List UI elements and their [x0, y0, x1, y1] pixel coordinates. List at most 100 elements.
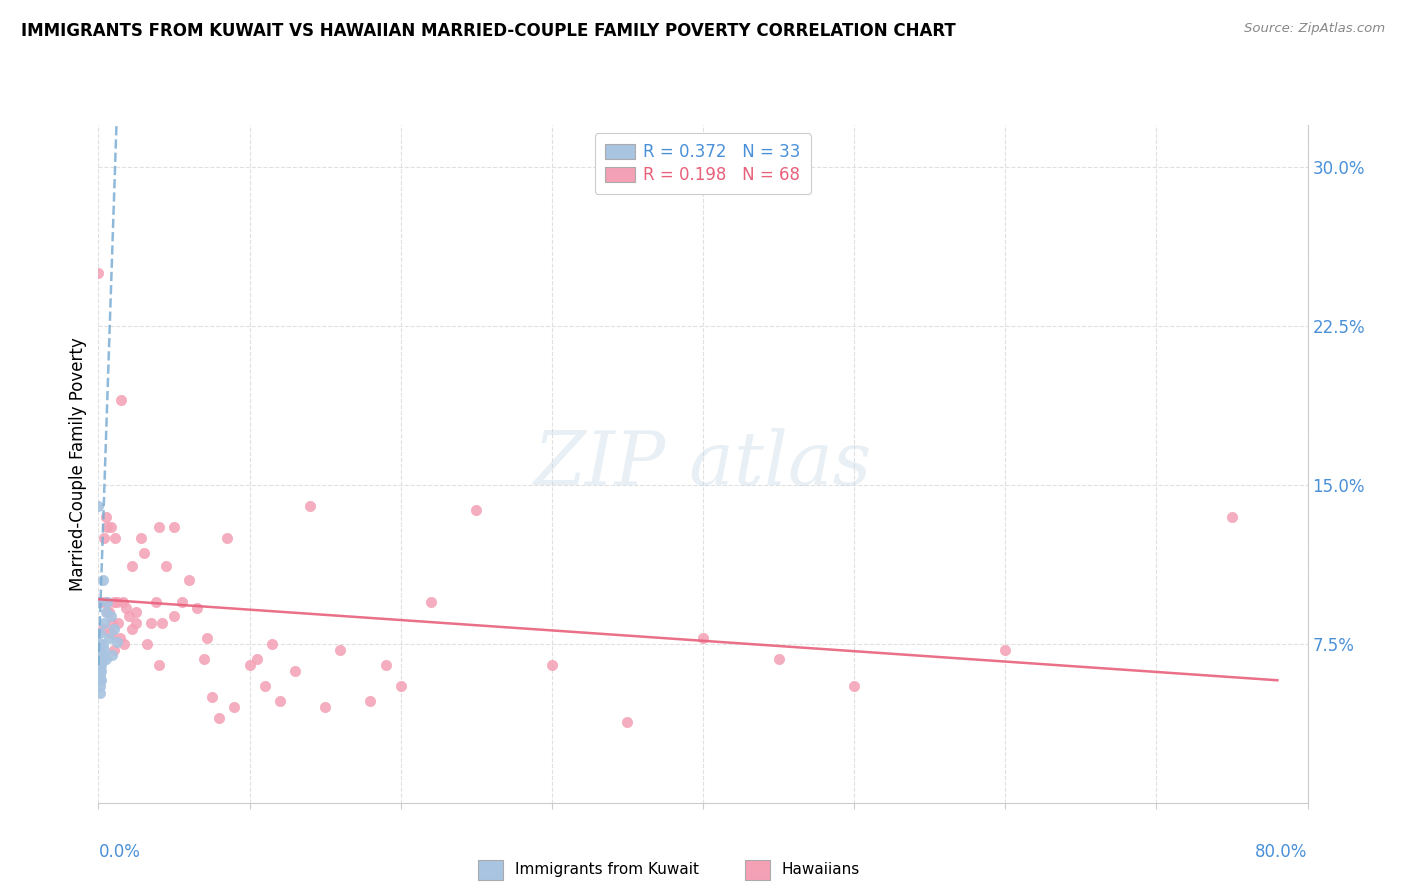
- Point: [89, 637, 111, 651]
- Y-axis label: Married-Couple Family Poverty: Married-Couple Family Poverty: [69, 337, 87, 591]
- Point: [224, 700, 246, 714]
- Point: [89, 665, 111, 679]
- Point: [141, 615, 163, 630]
- Point: [94, 651, 117, 665]
- Point: [96, 594, 118, 608]
- Point: [148, 520, 170, 534]
- Point: [419, 594, 441, 608]
- Point: [87, 594, 110, 608]
- Point: [90, 658, 112, 673]
- Point: [91, 651, 114, 665]
- Point: [89, 626, 111, 640]
- Point: [87, 637, 110, 651]
- Point: [94, 509, 117, 524]
- Point: [93, 531, 115, 545]
- Point: [110, 393, 132, 408]
- Point: [90, 665, 112, 679]
- Point: [150, 615, 173, 630]
- Point: [540, 658, 562, 673]
- Legend: R = 0.372   N = 33, R = 0.198   N = 68: R = 0.372 N = 33, R = 0.198 N = 68: [595, 133, 811, 194]
- Point: [87, 266, 110, 280]
- Point: [96, 520, 118, 534]
- Point: [129, 531, 152, 545]
- Point: [195, 631, 218, 645]
- Point: [91, 574, 114, 588]
- Point: [87, 658, 110, 673]
- Point: [253, 679, 276, 693]
- Point: [201, 690, 224, 704]
- Text: 0.0%: 0.0%: [98, 843, 141, 861]
- Point: [90, 594, 112, 608]
- Point: [163, 609, 186, 624]
- Point: [89, 643, 111, 657]
- Point: [269, 694, 291, 708]
- Point: [208, 711, 231, 725]
- Point: [170, 594, 193, 608]
- Point: [103, 622, 125, 636]
- Point: [768, 651, 790, 665]
- Point: [105, 635, 128, 649]
- Point: [89, 685, 111, 699]
- Text: Source: ZipAtlas.com: Source: ZipAtlas.com: [1244, 22, 1385, 36]
- Point: [299, 500, 322, 514]
- Point: [329, 643, 352, 657]
- Text: Immigrants from Kuwait: Immigrants from Kuwait: [515, 863, 699, 877]
- Point: [89, 658, 111, 673]
- Point: [89, 669, 111, 683]
- Point: [374, 658, 396, 673]
- Point: [90, 648, 112, 662]
- Point: [101, 615, 124, 630]
- Point: [994, 643, 1017, 657]
- Point: [107, 615, 129, 630]
- Point: [98, 631, 121, 645]
- Point: [239, 658, 262, 673]
- Point: [246, 651, 269, 665]
- Point: [103, 594, 125, 608]
- Point: [101, 648, 124, 662]
- Point: [177, 574, 201, 588]
- Point: [121, 622, 143, 636]
- Point: [1220, 509, 1243, 524]
- Point: [692, 631, 714, 645]
- Point: [87, 500, 110, 514]
- Point: [616, 715, 638, 730]
- Point: [360, 694, 382, 708]
- Point: [108, 631, 131, 645]
- Point: [91, 637, 114, 651]
- Point: [89, 651, 111, 665]
- Text: Hawaiians: Hawaiians: [782, 863, 860, 877]
- Point: [389, 679, 412, 693]
- Point: [314, 700, 336, 714]
- Point: [155, 558, 177, 573]
- Point: [125, 615, 148, 630]
- Point: [100, 520, 122, 534]
- Point: [284, 665, 307, 679]
- Point: [94, 605, 117, 619]
- Point: [87, 648, 110, 662]
- Point: [100, 626, 122, 640]
- Point: [114, 601, 136, 615]
- Text: IMMIGRANTS FROM KUWAIT VS HAWAIIAN MARRIED-COUPLE FAMILY POVERTY CORRELATION CHA: IMMIGRANTS FROM KUWAIT VS HAWAIIAN MARRI…: [21, 22, 956, 40]
- Point: [90, 673, 112, 687]
- Point: [145, 594, 167, 608]
- Point: [105, 594, 128, 608]
- Point: [112, 637, 135, 651]
- Point: [262, 637, 284, 651]
- Point: [96, 605, 118, 619]
- Point: [93, 643, 115, 657]
- Text: ZIP atlas: ZIP atlas: [534, 427, 872, 500]
- Point: [186, 601, 208, 615]
- Point: [91, 622, 114, 636]
- Point: [98, 605, 121, 619]
- Point: [89, 679, 111, 693]
- Point: [94, 594, 117, 608]
- Point: [125, 605, 148, 619]
- Point: [89, 673, 111, 687]
- Point: [193, 651, 215, 665]
- Point: [100, 609, 122, 624]
- Point: [465, 503, 488, 517]
- Point: [132, 546, 155, 560]
- Point: [103, 643, 125, 657]
- Point: [121, 558, 143, 573]
- Point: [111, 594, 134, 608]
